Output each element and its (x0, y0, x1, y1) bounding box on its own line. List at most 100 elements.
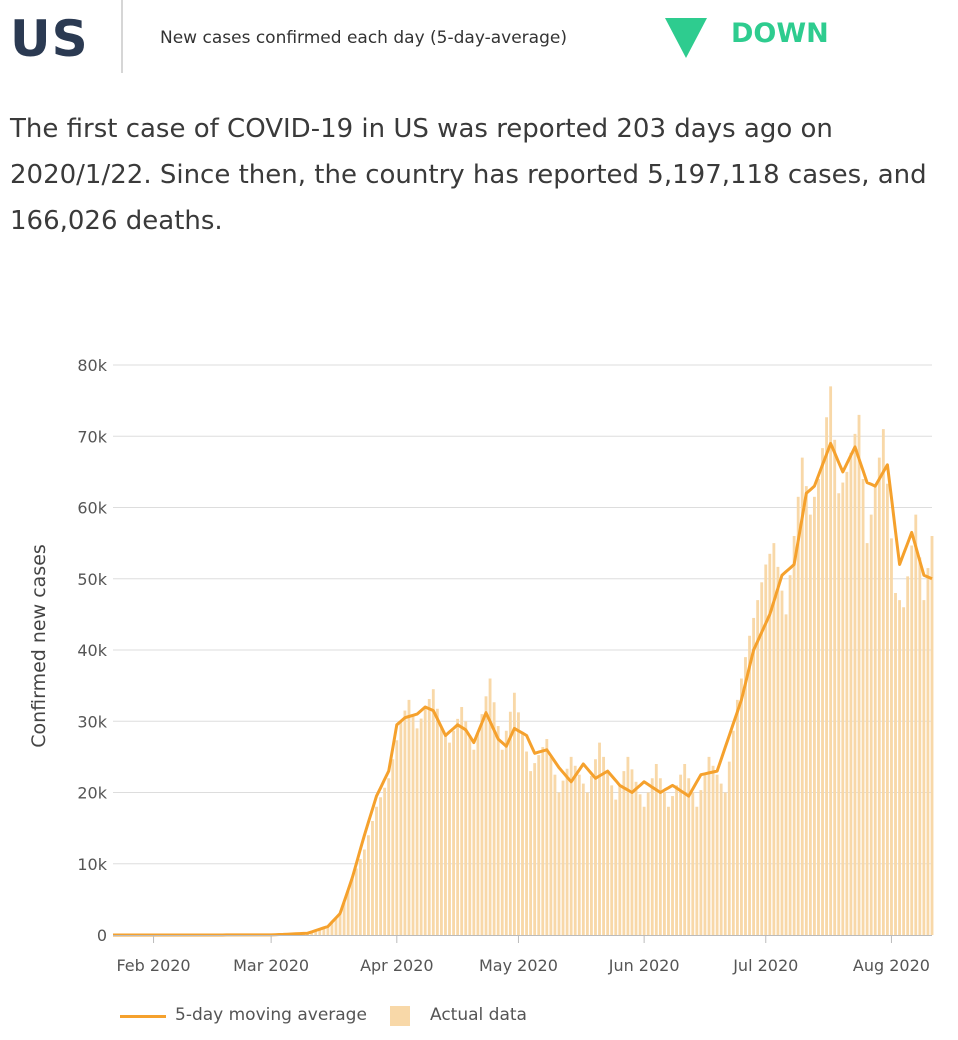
actual-data-bar (468, 735, 472, 935)
actual-data-bar (492, 702, 496, 935)
actual-data-bar (549, 756, 553, 935)
actual-data-bar (399, 721, 403, 935)
country-title: US (10, 10, 89, 68)
actual-data-bar (719, 783, 723, 935)
actual-data-bar (849, 452, 853, 935)
actual-data-bar (813, 496, 816, 935)
actual-data-bar (569, 756, 573, 935)
actual-data-bar (439, 728, 443, 935)
actual-data-bar (622, 771, 626, 935)
actual-data-bar (760, 582, 764, 935)
actual-data-bar (735, 699, 739, 935)
actual-data-bar (792, 536, 796, 935)
actual-data-bar (829, 386, 833, 935)
y-tick-label: 70k (77, 427, 107, 446)
actual-data-bar (496, 726, 500, 935)
actual-data-bar (764, 564, 768, 935)
actual-data-bar (902, 607, 906, 935)
actual-data-bar (533, 763, 537, 935)
actual-data-bar (435, 708, 439, 935)
actual-data-bar (926, 568, 930, 935)
trend-label: DOWN (731, 18, 829, 49)
actual-data-bar (606, 771, 610, 935)
actual-data-bar (456, 718, 460, 935)
actual-data-bar (407, 699, 411, 935)
y-tick-label: 80k (77, 356, 107, 375)
actual-data-bar (881, 429, 885, 935)
actual-data-bar (415, 728, 419, 935)
actual-data-bar (452, 730, 455, 935)
actual-data-bar (517, 712, 520, 935)
actual-data-bar (788, 575, 792, 935)
actual-data-bar (776, 566, 780, 935)
actual-data-bar (395, 740, 399, 935)
actual-data-bar (553, 774, 557, 935)
actual-data-bar (448, 742, 451, 935)
y-tick-label: 50k (77, 570, 107, 589)
actual-data-bar (573, 765, 577, 935)
actual-data-bar (577, 774, 581, 935)
actual-data-bar (748, 635, 751, 935)
actual-data-bar (650, 778, 654, 935)
actual-data-bar (541, 747, 545, 935)
actual-data-bar (808, 514, 812, 935)
y-tick-label: 40k (77, 641, 107, 660)
actual-data-bar (431, 689, 435, 935)
actual-data-bar (683, 764, 687, 935)
down-triangle-icon (665, 18, 707, 58)
actual-data-bar (930, 536, 934, 935)
actual-data-bar (626, 756, 630, 935)
actual-data-bar (602, 756, 606, 935)
actual-data-bar (338, 913, 342, 935)
header: US New cases confirmed each day (5-day-a… (0, 0, 958, 75)
actual-data-bar (707, 756, 711, 935)
actual-data-bar (322, 927, 326, 935)
actual-data-bar (537, 755, 541, 935)
actual-data-bar (780, 590, 784, 935)
actual-data-bar (346, 889, 350, 935)
actual-data-bar (906, 576, 910, 935)
actual-data-bar (890, 538, 893, 935)
actual-data-bar (403, 710, 407, 935)
y-axis-label: Confirmed new cases (28, 544, 50, 748)
actual-data-bar (590, 775, 593, 935)
actual-data-bar (545, 739, 549, 935)
actual-data-bar (444, 735, 447, 935)
actual-data-bar (638, 794, 642, 935)
y-tick-label: 0 (97, 926, 107, 945)
actual-data-bar (561, 780, 565, 935)
x-tick-label: Jul 2020 (732, 956, 798, 975)
actual-data-bars (115, 386, 934, 935)
actual-data-bar (472, 749, 476, 935)
legend-average-label: 5-day moving average (175, 1005, 367, 1025)
actual-data-bar (723, 792, 727, 935)
actual-data-bar (817, 479, 820, 935)
actual-data-bar (642, 806, 646, 935)
actual-data-bar (703, 773, 707, 935)
actual-data-bar (314, 930, 318, 935)
actual-data-bar (512, 692, 516, 935)
actual-data-bar (634, 781, 638, 935)
y-tick-label: 30k (77, 712, 107, 731)
actual-data-bar (679, 774, 683, 935)
legend-line-swatch (120, 1015, 166, 1018)
actual-data-bar (350, 878, 354, 935)
actual-data-bar (784, 614, 788, 935)
x-tick-label: Aug 2020 (853, 956, 930, 975)
actual-data-bar (480, 714, 484, 935)
actual-data-bar (877, 457, 881, 935)
actual-data-bar (853, 433, 857, 935)
actual-data-bar (691, 792, 695, 935)
x-tick-label: Mar 2020 (233, 956, 309, 975)
actual-data-bar (731, 730, 735, 935)
actual-data-bar (796, 496, 800, 935)
actual-data-bar (898, 600, 901, 935)
y-tick-label: 20k (77, 784, 107, 803)
actual-data-bar (845, 471, 849, 935)
actual-data-bar (476, 731, 480, 935)
actual-data-bar (914, 514, 918, 935)
actual-data-bar (894, 593, 897, 935)
actual-data-bar (330, 922, 334, 935)
legend-bar-swatch (390, 1006, 410, 1026)
actual-data-bar (662, 792, 666, 935)
